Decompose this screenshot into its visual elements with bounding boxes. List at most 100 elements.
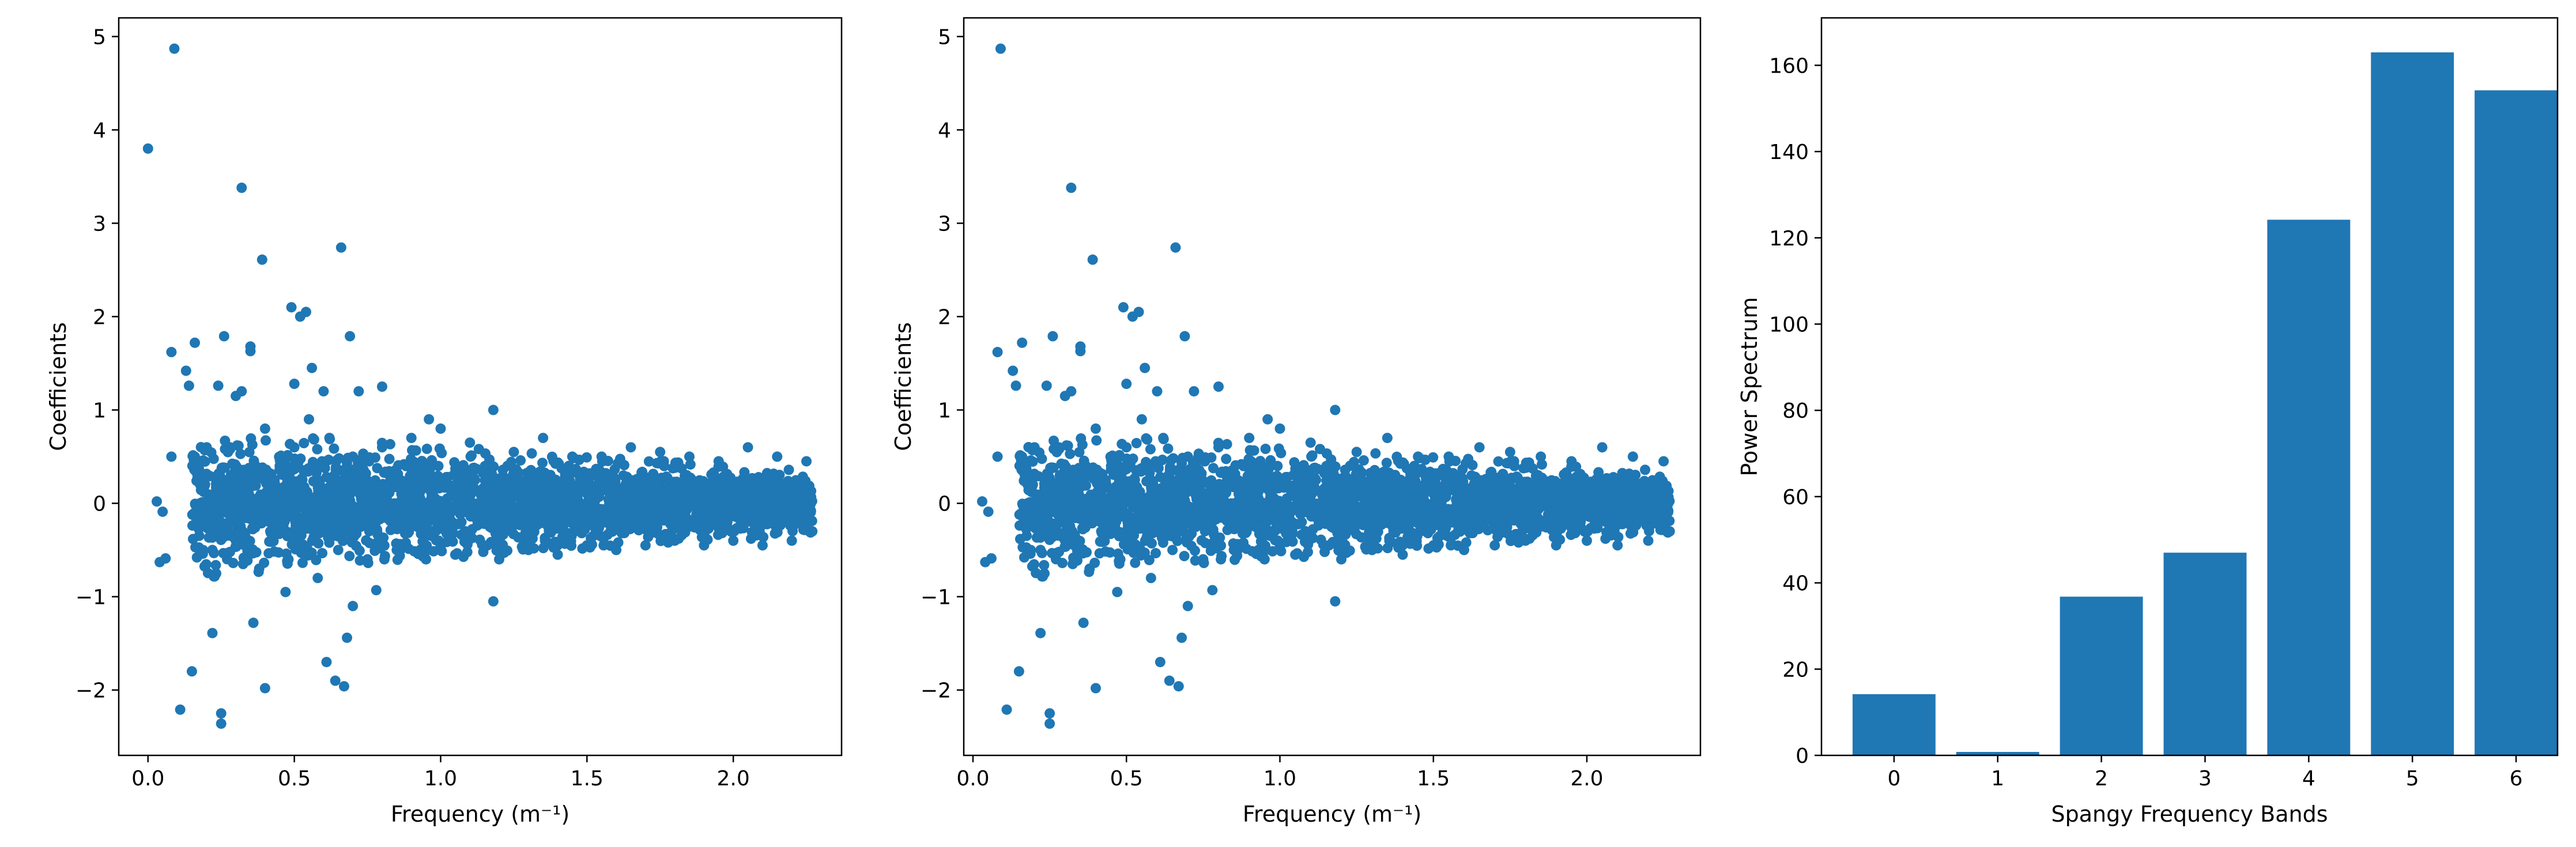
scatter-point bbox=[615, 521, 626, 532]
scatter-point bbox=[1232, 540, 1243, 551]
scatter-point bbox=[1351, 447, 1362, 457]
scatter-point bbox=[1096, 527, 1107, 538]
scatter-point bbox=[648, 468, 659, 479]
scatter-point bbox=[436, 506, 447, 517]
scatter-point bbox=[393, 516, 404, 527]
scatter-point bbox=[1155, 656, 1166, 667]
scatter-point bbox=[1118, 498, 1129, 509]
scatter-point bbox=[432, 470, 443, 481]
scatter-point bbox=[319, 463, 330, 474]
scatter-point bbox=[152, 496, 162, 507]
scatter-point bbox=[247, 548, 258, 559]
scatter-point bbox=[1152, 386, 1163, 397]
scatter-point bbox=[581, 452, 592, 463]
scatter-point bbox=[677, 520, 688, 531]
scatter-point bbox=[371, 585, 382, 596]
scatter-point bbox=[714, 505, 725, 516]
scatter-point bbox=[264, 516, 275, 527]
scatter-point bbox=[1370, 448, 1381, 459]
scatter-point bbox=[1065, 448, 1076, 459]
scatter-point bbox=[1597, 442, 1608, 453]
scatter-point bbox=[552, 540, 563, 551]
scatter-point bbox=[421, 444, 432, 455]
scatter-point bbox=[540, 535, 550, 546]
scatter-point bbox=[142, 143, 153, 154]
scatter-point bbox=[292, 521, 303, 532]
scatter-point bbox=[983, 506, 994, 517]
scatter-point bbox=[1361, 544, 1372, 555]
scatter-point bbox=[1337, 532, 1348, 543]
scatter-point bbox=[643, 456, 654, 467]
scatter-point bbox=[325, 434, 335, 445]
scatter-point bbox=[1017, 337, 1028, 348]
scatter-point bbox=[465, 437, 476, 448]
scatter-point bbox=[263, 548, 274, 559]
scatter-point bbox=[1140, 362, 1151, 373]
scatter-point bbox=[193, 542, 204, 553]
scatter-point bbox=[1114, 558, 1125, 569]
scatter-point bbox=[312, 573, 323, 584]
scatter-point bbox=[1108, 501, 1119, 512]
scatter-point bbox=[1411, 516, 1422, 527]
scatter-point bbox=[757, 519, 768, 530]
scatter-point bbox=[1351, 490, 1361, 501]
scatter-point bbox=[521, 484, 531, 495]
scatter-point bbox=[1498, 468, 1508, 479]
scatter-point bbox=[1341, 547, 1352, 558]
axes-frame bbox=[118, 17, 843, 757]
scatter-point bbox=[368, 480, 379, 491]
scatter-point bbox=[308, 462, 319, 473]
scatter-point bbox=[1307, 450, 1318, 461]
scatter-point bbox=[1013, 666, 1024, 677]
scatter-point bbox=[550, 517, 561, 528]
scatter-point bbox=[192, 462, 203, 472]
scatter-point bbox=[1014, 450, 1025, 461]
scatter-point bbox=[1084, 566, 1095, 577]
scatter-point bbox=[1179, 331, 1190, 342]
scatter-point bbox=[406, 445, 417, 456]
scatter-point bbox=[722, 508, 733, 519]
scatter-point bbox=[208, 517, 218, 528]
scatter-point bbox=[299, 438, 310, 449]
scatter-point bbox=[1041, 380, 1052, 391]
scatter-point bbox=[602, 530, 613, 540]
scatter-point bbox=[478, 468, 489, 479]
scatter-point bbox=[265, 527, 276, 538]
scatter-point bbox=[233, 440, 244, 451]
scatter-point bbox=[1118, 302, 1129, 313]
scatter-points bbox=[976, 43, 1675, 729]
scatter-point bbox=[1172, 535, 1183, 546]
scatter-point bbox=[348, 478, 359, 489]
scatter-point bbox=[312, 482, 323, 493]
scatter-point bbox=[531, 492, 542, 503]
scatter-point bbox=[1163, 443, 1174, 454]
scatter-point bbox=[239, 540, 250, 551]
scatter-point bbox=[337, 535, 348, 546]
scatter-point bbox=[297, 557, 308, 568]
scatter-point bbox=[1010, 380, 1021, 391]
scatter-point bbox=[1281, 528, 1292, 539]
scatter-point bbox=[660, 529, 671, 540]
scatter-point bbox=[435, 520, 446, 531]
scatter-point bbox=[1216, 554, 1227, 565]
scatter-point bbox=[568, 453, 579, 464]
scatter-point bbox=[447, 536, 458, 547]
scatter-point bbox=[317, 548, 328, 559]
scatter-point bbox=[180, 365, 191, 376]
scatter-point bbox=[285, 438, 296, 449]
scatter-point bbox=[218, 548, 229, 559]
scatter-point bbox=[1164, 503, 1175, 514]
scatter-point bbox=[604, 499, 614, 510]
scatter-point bbox=[199, 456, 210, 467]
scatter-point bbox=[379, 554, 390, 565]
scatter-point bbox=[1413, 480, 1424, 491]
scatter-point bbox=[293, 456, 304, 467]
scatter-point bbox=[489, 515, 500, 526]
scatter-point bbox=[743, 514, 754, 525]
scatter-point bbox=[323, 520, 334, 531]
y-tick-label: −1 bbox=[76, 586, 106, 610]
scatter-point bbox=[665, 478, 676, 489]
scatter-point bbox=[794, 502, 805, 513]
scatter-point bbox=[291, 477, 301, 488]
